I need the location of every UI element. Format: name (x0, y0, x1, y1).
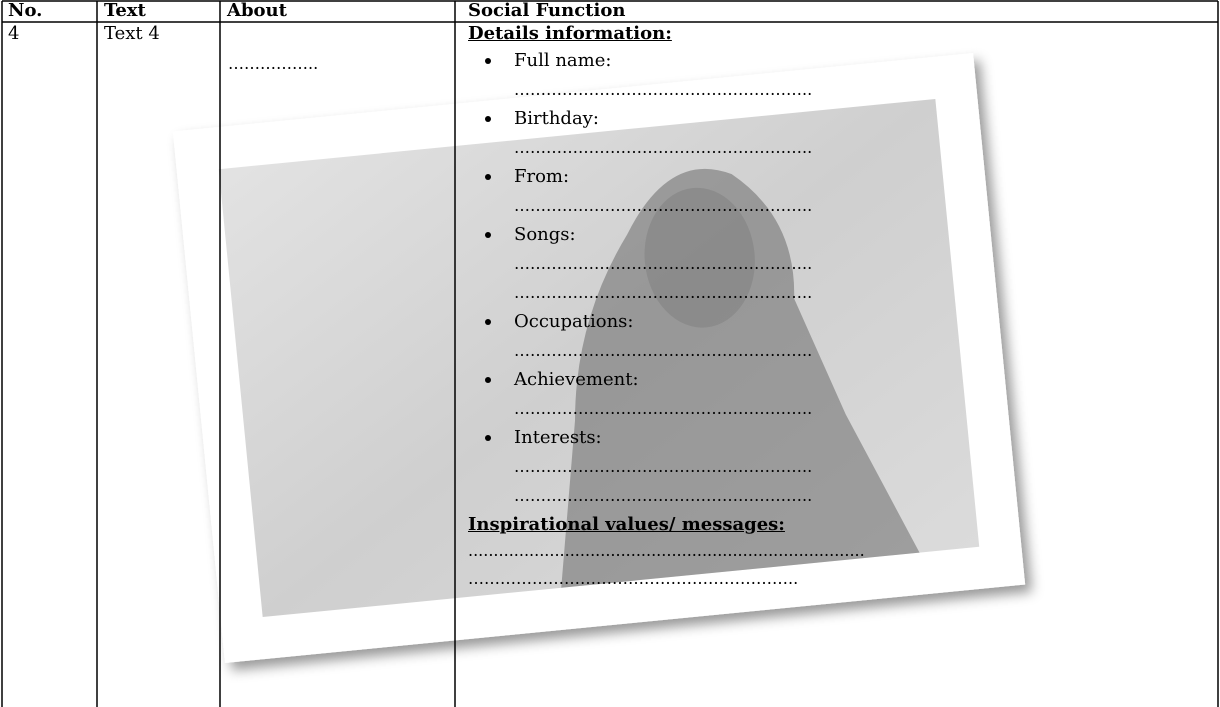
item-label: Achievement: (514, 369, 639, 390)
bullet (485, 232, 491, 238)
item-label: Occupations: (514, 311, 634, 332)
bullet (485, 377, 491, 383)
bullet (485, 435, 491, 441)
item-label: From: (514, 166, 570, 187)
fill-line: ……………………………………………….. (514, 399, 813, 418)
fill-line: ……………………………………………….. (514, 80, 813, 99)
header-cell: Text (104, 0, 146, 21)
details-heading: Details information: (468, 23, 672, 44)
header-cell: About (227, 0, 287, 21)
fill-line: ........................................… (468, 541, 865, 560)
header-cell: No. (8, 0, 43, 21)
header-cell: Social Function (468, 0, 626, 21)
item-label: Interests: (514, 427, 602, 448)
cell-text: Text 4 (104, 23, 160, 44)
item-label: Birthday: (514, 108, 599, 129)
fill-line: ……………………………………………….. (514, 138, 813, 157)
item-label: Full name: (514, 50, 612, 71)
bullet (485, 116, 491, 122)
fill-line: ……………………………………………….. (514, 486, 813, 505)
fill-line: ……………………………………………….. (514, 196, 813, 215)
item-label: Songs: (514, 224, 576, 245)
cell-about: …………….. (228, 54, 319, 73)
fill-line: ……………………………………………….. (514, 254, 813, 273)
bullet (485, 174, 491, 180)
cell-no: 4 (8, 23, 20, 44)
fill-line: …………………………………………………….. (468, 569, 799, 588)
fill-line: ……………………………………………….. (514, 341, 813, 360)
fill-line: ……………………………………………….. (514, 457, 813, 476)
bullet (485, 319, 491, 325)
fill-line: ……………………………………………….. (514, 283, 813, 302)
photo (172, 53, 1026, 663)
values-heading: Inspirational values/ messages: (468, 514, 785, 535)
bullet (485, 58, 491, 64)
